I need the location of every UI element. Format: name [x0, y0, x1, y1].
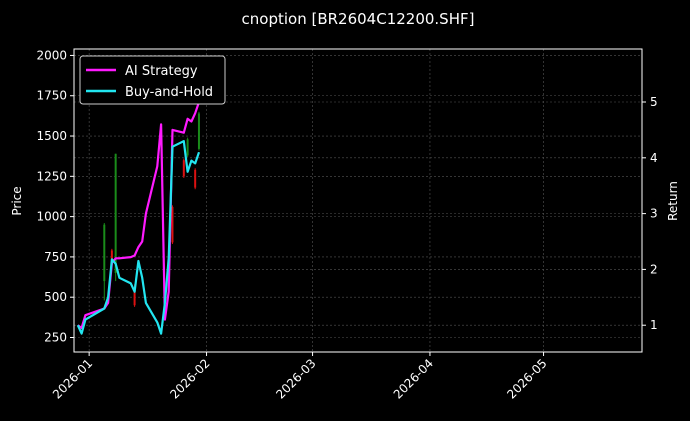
candle-body: [194, 169, 197, 188]
y-left-label: Price: [10, 186, 24, 215]
y-right-tick-label: 4: [650, 151, 658, 165]
buy-and-hold-line: [76, 140, 201, 335]
candle-body: [197, 113, 200, 149]
y-right-tick-label: 1: [650, 318, 658, 332]
y-right-tick-label: 5: [650, 95, 658, 109]
candle-body: [114, 153, 117, 274]
candle-body: [133, 287, 136, 306]
y-left-tick-label: 1000: [36, 210, 67, 224]
y-left-tick-label: 1250: [36, 169, 67, 183]
legend-label-ai-strategy: AI Strategy: [125, 64, 198, 79]
legend-label-buy-and-hold: Buy-and-Hold: [125, 85, 213, 100]
grid: [74, 49, 642, 352]
y-left-tick-label: 250: [44, 330, 67, 344]
y-right-label: Return: [666, 181, 680, 221]
y-right-tick-label: 2: [650, 262, 658, 276]
candle-body: [182, 160, 185, 177]
y-left-tick-label: 500: [44, 290, 67, 304]
legend: AI Strategy Buy-and-Hold: [79, 55, 226, 105]
candle-body: [110, 250, 113, 265]
plot-frame: [73, 48, 643, 353]
y-right-tick-label: 3: [650, 207, 658, 221]
y-left-tick-label: 1500: [36, 129, 67, 143]
ai-strategy-line: [77, 101, 201, 330]
series-lines: [76, 101, 201, 335]
y-left-tick-label: 1750: [36, 89, 67, 103]
candle-body: [171, 206, 174, 243]
candle-body: [186, 139, 189, 156]
legend-box: [79, 55, 226, 105]
y-right-axis: 1 2 3 4 5: [642, 95, 658, 332]
chart-title: cnoption [BR2604C12200.SHF]: [242, 10, 475, 28]
y-left-axis: 250 500 750 1000 1250 1500 1750 2000: [36, 48, 74, 344]
candle-body: [103, 224, 106, 282]
y-left-tick-label: 2000: [36, 48, 67, 62]
y-left-tick-label: 750: [44, 250, 67, 264]
